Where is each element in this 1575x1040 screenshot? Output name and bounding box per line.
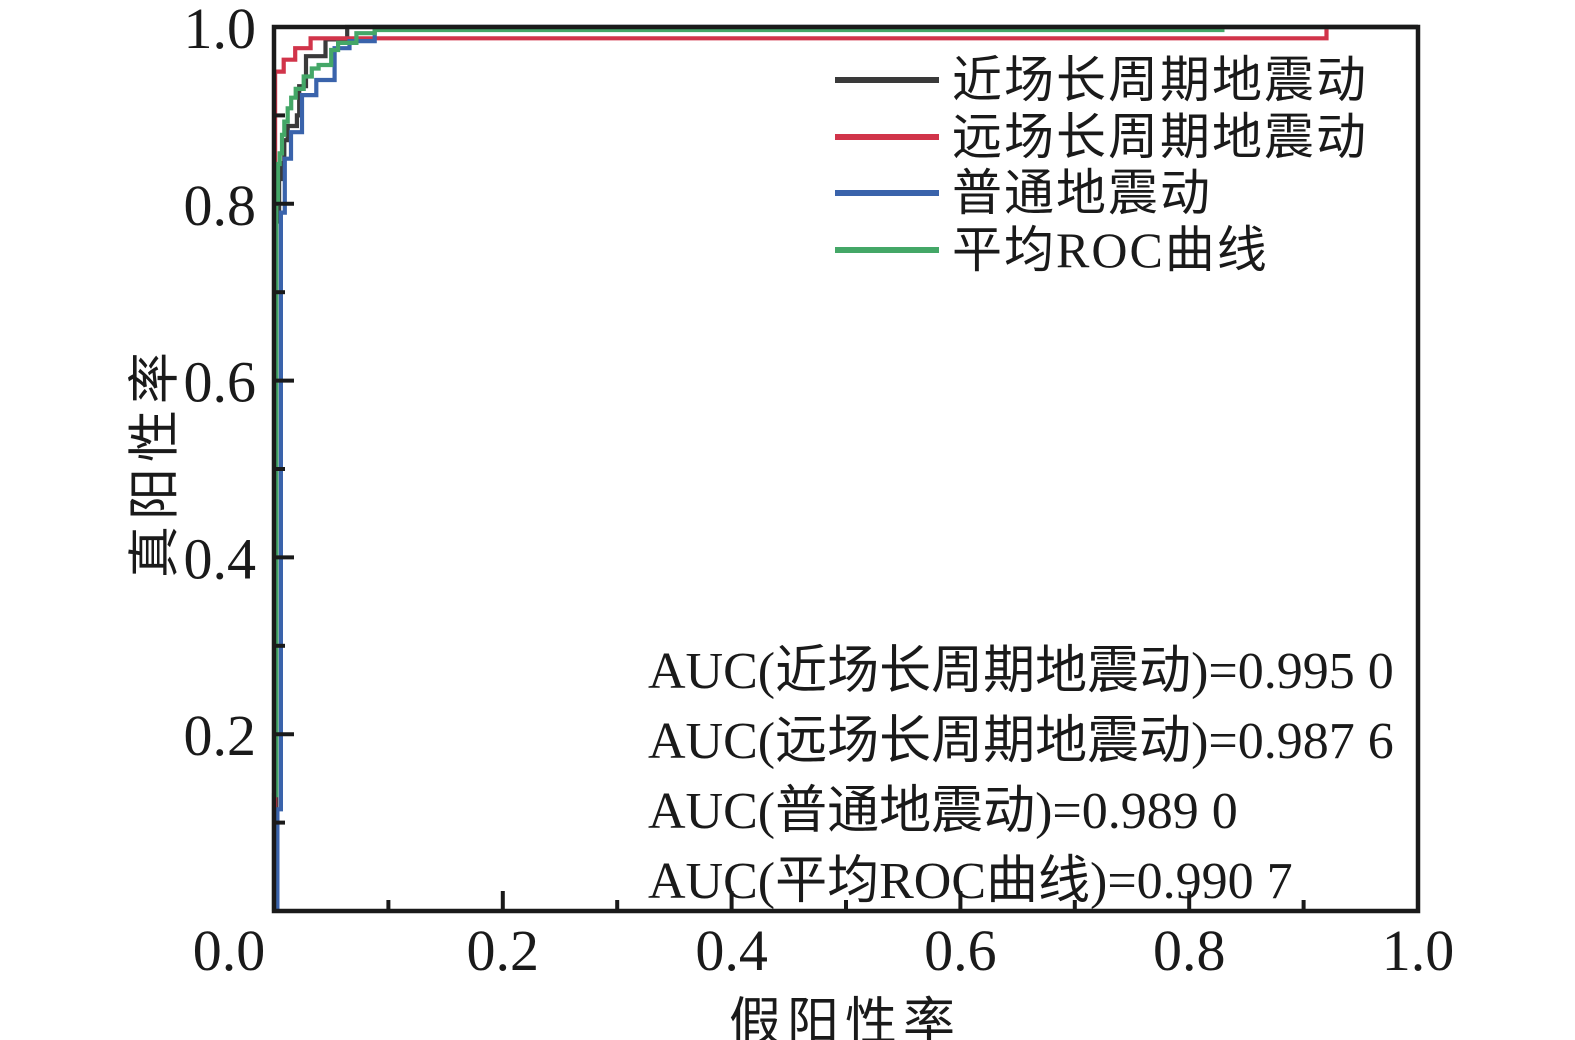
auc-line: AUC(远场长周期地震动)=0.987 6	[648, 713, 1394, 770]
legend: 近场长周期地震动 远场长周期地震动 普通地震动 平均ROC曲线	[835, 52, 1368, 278]
legend-line-swatch	[835, 246, 939, 253]
legend-item-far-field-long-period: 远场长周期地震动	[835, 109, 1368, 166]
y-tick-label: 1.0	[184, 0, 257, 61]
x-tick-label: 0.6	[924, 918, 997, 983]
y-tick-label: 0.2	[184, 703, 257, 768]
x-tick-labels: 0.0 0.2 0.4 0.6 0.8 1.0	[193, 918, 1455, 983]
roc-curve-far-field-long-period	[273, 24, 1418, 911]
roc-curves	[271, 24, 1418, 911]
auc-line: AUC(普通地震动)=0.989 0	[648, 783, 1238, 840]
y-tick-label: 0.6	[184, 350, 257, 415]
legend-line-swatch	[835, 133, 939, 140]
legend-item-ordinary-ground-motion: 普通地震动	[835, 165, 1368, 222]
x-axis-ticks	[272, 891, 1420, 911]
legend-item-near-field-long-period: 近场长周期地震动	[835, 52, 1368, 109]
x-tick-label: 0.8	[1153, 918, 1226, 983]
x-tick-label: 0.2	[467, 918, 540, 983]
auc-line: AUC(近场长周期地震动)=0.995 0	[648, 643, 1394, 700]
y-tick-label: 0.4	[184, 526, 257, 591]
y-axis-ticks	[274, 25, 294, 825]
y-axis-title: 真阳性率	[127, 345, 185, 579]
x-tick-label: 0.0	[193, 918, 266, 983]
legend-line-swatch	[835, 77, 939, 84]
x-tick-label: 0.4	[695, 918, 768, 983]
auc-line: AUC(平均ROC曲线)=0.990 7	[648, 853, 1293, 910]
x-tick-label: 1.0	[1382, 918, 1455, 983]
legend-item-average-roc: 平均ROC曲线	[835, 222, 1368, 279]
legend-label: 近场长周期地震动	[952, 52, 1368, 109]
legend-line-swatch	[835, 190, 939, 197]
y-tick-label: 0.8	[184, 173, 257, 238]
y-tick-labels: 0.2 0.4 0.6 0.8 1.0	[184, 0, 257, 768]
x-axis-title: 假阳性率	[728, 995, 962, 1040]
legend-label: 平均ROC曲线	[952, 221, 1269, 278]
auc-annotations: AUC(近场长周期地震动)=0.995 0 AUC(远场长周期地震动)=0.987…	[648, 637, 1394, 917]
legend-label: 普通地震动	[952, 165, 1212, 222]
roc-curve-average-roc	[271, 24, 1418, 911]
legend-label: 远场长周期地震动	[952, 108, 1368, 165]
